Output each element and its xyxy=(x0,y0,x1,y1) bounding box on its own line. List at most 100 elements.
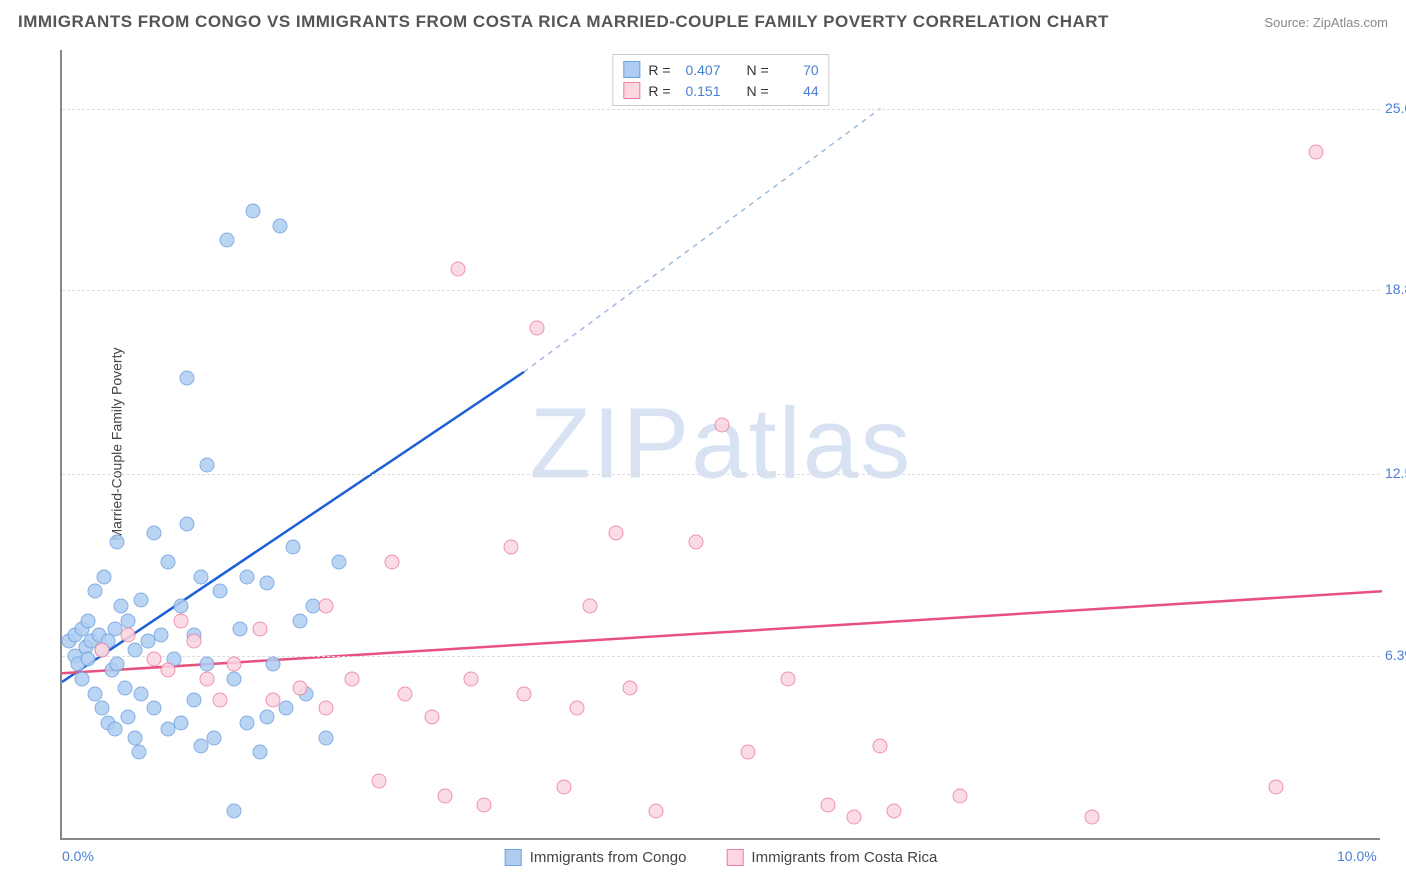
scatter-point-costarica xyxy=(847,809,862,824)
scatter-point-costarica xyxy=(385,555,400,570)
scatter-point-costarica xyxy=(437,789,452,804)
scatter-point-congo xyxy=(200,458,215,473)
trend-line-dash-congo xyxy=(524,109,880,372)
scatter-point-costarica xyxy=(873,739,888,754)
scatter-point-congo xyxy=(173,715,188,730)
scatter-point-congo xyxy=(200,657,215,672)
scatter-point-congo xyxy=(239,715,254,730)
series-legend: Immigrants from Congo Immigrants from Cos… xyxy=(505,849,938,866)
chart-title: IMMIGRANTS FROM CONGO VS IMMIGRANTS FROM… xyxy=(18,12,1109,32)
scatter-point-costarica xyxy=(226,657,241,672)
scatter-point-congo xyxy=(226,672,241,687)
scatter-point-costarica xyxy=(477,797,492,812)
scatter-point-congo xyxy=(253,745,268,760)
scatter-point-congo xyxy=(180,370,195,385)
scatter-point-costarica xyxy=(503,540,518,555)
legend-r-value: 0.407 xyxy=(679,62,721,78)
scatter-point-costarica xyxy=(517,686,532,701)
correlation-legend: R =0.407N =70R =0.151N =44 xyxy=(612,54,829,106)
scatter-point-costarica xyxy=(398,686,413,701)
scatter-point-congo xyxy=(74,672,89,687)
scatter-point-costarica xyxy=(464,672,479,687)
legend-r-label: R = xyxy=(648,83,670,99)
scatter-point-congo xyxy=(114,598,129,613)
scatter-point-congo xyxy=(239,569,254,584)
scatter-point-costarica xyxy=(715,417,730,432)
scatter-point-costarica xyxy=(200,672,215,687)
legend-item-costarica: Immigrants from Costa Rica xyxy=(726,849,937,866)
scatter-point-costarica xyxy=(569,701,584,716)
scatter-point-costarica xyxy=(319,701,334,716)
scatter-point-congo xyxy=(88,584,103,599)
legend-label: Immigrants from Congo xyxy=(530,849,687,866)
scatter-point-costarica xyxy=(622,680,637,695)
scatter-point-congo xyxy=(272,218,287,233)
scatter-point-congo xyxy=(187,692,202,707)
scatter-point-congo xyxy=(121,710,136,725)
y-tick-label: 25.0% xyxy=(1385,100,1406,116)
scatter-point-costarica xyxy=(292,680,307,695)
scatter-point-congo xyxy=(147,701,162,716)
scatter-point-congo xyxy=(88,686,103,701)
grid-line xyxy=(62,290,1380,291)
scatter-point-costarica xyxy=(319,598,334,613)
scatter-point-congo xyxy=(127,642,142,657)
scatter-point-costarica xyxy=(1309,145,1324,160)
watermark: ZIPatlas xyxy=(530,387,913,502)
scatter-point-congo xyxy=(233,622,248,637)
scatter-point-costarica xyxy=(952,789,967,804)
plot-area: ZIPatlas Married-Couple Family Poverty R… xyxy=(60,50,1380,840)
scatter-point-congo xyxy=(226,803,241,818)
scatter-point-congo xyxy=(81,651,96,666)
legend-row-congo: R =0.407N =70 xyxy=(623,59,818,80)
grid-line xyxy=(62,109,1380,110)
scatter-point-congo xyxy=(134,593,149,608)
y-axis-title: Married-Couple Family Poverty xyxy=(108,348,124,541)
scatter-point-costarica xyxy=(530,320,545,335)
scatter-point-costarica xyxy=(609,525,624,540)
scatter-point-costarica xyxy=(583,598,598,613)
scatter-point-costarica xyxy=(451,262,466,277)
grid-line xyxy=(62,474,1380,475)
watermark-bold: ZIP xyxy=(530,388,692,500)
chart-container: ZIPatlas Married-Couple Family Poverty R… xyxy=(60,50,1380,840)
watermark-thin: atlas xyxy=(691,388,912,500)
scatter-point-costarica xyxy=(688,534,703,549)
scatter-point-congo xyxy=(332,555,347,570)
scatter-point-costarica xyxy=(173,613,188,628)
scatter-point-costarica xyxy=(371,774,386,789)
x-tick-label: 0.0% xyxy=(62,848,94,864)
legend-n-label: N = xyxy=(747,83,769,99)
scatter-point-congo xyxy=(319,730,334,745)
source-label: Source: ZipAtlas.com xyxy=(1264,15,1388,30)
scatter-point-congo xyxy=(118,680,133,695)
scatter-point-congo xyxy=(193,569,208,584)
scatter-point-congo xyxy=(246,203,261,218)
scatter-point-costarica xyxy=(741,745,756,760)
scatter-point-costarica xyxy=(266,692,281,707)
scatter-point-congo xyxy=(94,701,109,716)
scatter-point-congo xyxy=(110,657,125,672)
scatter-point-costarica xyxy=(253,622,268,637)
scatter-point-congo xyxy=(107,721,122,736)
scatter-point-costarica xyxy=(121,628,136,643)
scatter-point-congo xyxy=(127,730,142,745)
scatter-point-congo xyxy=(292,613,307,628)
legend-swatch-costarica xyxy=(623,82,640,99)
scatter-point-congo xyxy=(180,517,195,532)
legend-r-value: 0.151 xyxy=(679,83,721,99)
y-tick-label: 18.8% xyxy=(1385,281,1406,297)
scatter-point-congo xyxy=(259,575,274,590)
legend-item-congo: Immigrants from Congo xyxy=(505,849,687,866)
scatter-point-congo xyxy=(160,555,175,570)
scatter-point-costarica xyxy=(649,803,664,818)
scatter-point-congo xyxy=(154,628,169,643)
scatter-point-costarica xyxy=(781,672,796,687)
scatter-point-costarica xyxy=(213,692,228,707)
scatter-point-costarica xyxy=(160,663,175,678)
legend-swatch-congo xyxy=(623,61,640,78)
scatter-point-congo xyxy=(286,540,301,555)
legend-n-value: 70 xyxy=(777,62,819,78)
scatter-point-costarica xyxy=(424,710,439,725)
scatter-point-congo xyxy=(279,701,294,716)
